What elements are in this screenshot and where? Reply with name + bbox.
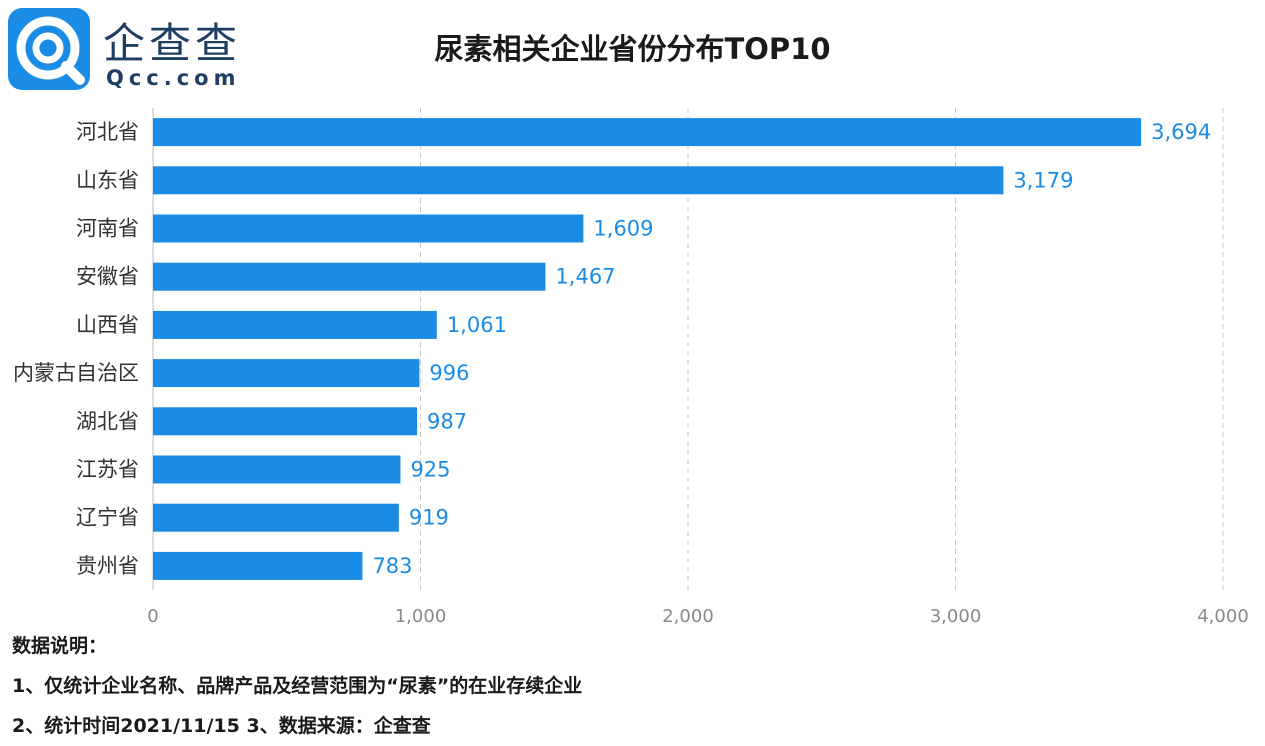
category-label: 山东省	[76, 168, 139, 192]
value-label: 1,609	[593, 217, 653, 241]
bar	[153, 455, 401, 484]
bar	[153, 214, 584, 243]
category-label: 山西省	[76, 313, 139, 337]
category-label: 辽宁省	[76, 506, 139, 530]
bar-chart: 0 1,000 2,000 3,000 4,000 河北省 3,694 山东省 3,179 河南省…	[13, 108, 1249, 627]
qcc-logo-icon	[8, 8, 90, 90]
bar	[153, 118, 1142, 147]
bar	[153, 262, 546, 291]
notes-heading: 数据说明：	[12, 635, 108, 657]
chart-title: 尿素相关企业省份分布TOP10	[434, 32, 831, 66]
category-label: 贵州省	[76, 554, 139, 578]
category-label: 安徽省	[76, 265, 139, 289]
bar	[153, 407, 418, 436]
category-label: 湖北省	[76, 409, 139, 433]
bar	[153, 166, 1004, 195]
data-notes: 数据说明： 1、仅统计企业名称、品牌产品及经营范围为“尿素”的在业存续企业 2、…	[12, 626, 582, 746]
value-label: 925	[410, 458, 450, 482]
category-label: 内蒙古自治区	[13, 361, 139, 385]
x-tick-label: 2,000	[662, 606, 714, 627]
x-tick-label: 0	[147, 606, 158, 627]
bar	[153, 359, 420, 388]
x-tick-label: 1,000	[395, 606, 447, 627]
value-label: 783	[372, 554, 412, 578]
value-label: 3,694	[1151, 120, 1211, 144]
notes-line-1: 1、仅统计企业名称、品牌产品及经营范围为“尿素”的在业存续企业	[12, 675, 583, 697]
x-tick-label: 4,000	[1197, 606, 1249, 627]
value-label: 987	[427, 409, 467, 433]
qcc-logo: 企查查 Qcc.com	[8, 8, 248, 90]
logo-text-en: Qcc.com	[106, 66, 241, 90]
logo-text-cn: 企查查	[103, 19, 242, 68]
value-label: 1,061	[447, 313, 507, 337]
value-label: 3,179	[1013, 168, 1073, 192]
x-tick-label: 3,000	[930, 606, 982, 627]
value-label: 1,467	[555, 265, 615, 289]
value-label: 919	[409, 506, 449, 530]
bar	[153, 310, 437, 339]
value-label: 996	[429, 361, 469, 385]
notes-line-2: 2、统计时间2021/11/15 3、数据来源：企查查	[12, 715, 431, 737]
category-label: 河北省	[76, 120, 139, 144]
bar	[153, 503, 399, 532]
category-label: 河南省	[76, 217, 139, 241]
bar	[153, 551, 363, 580]
category-label: 江苏省	[76, 458, 139, 482]
